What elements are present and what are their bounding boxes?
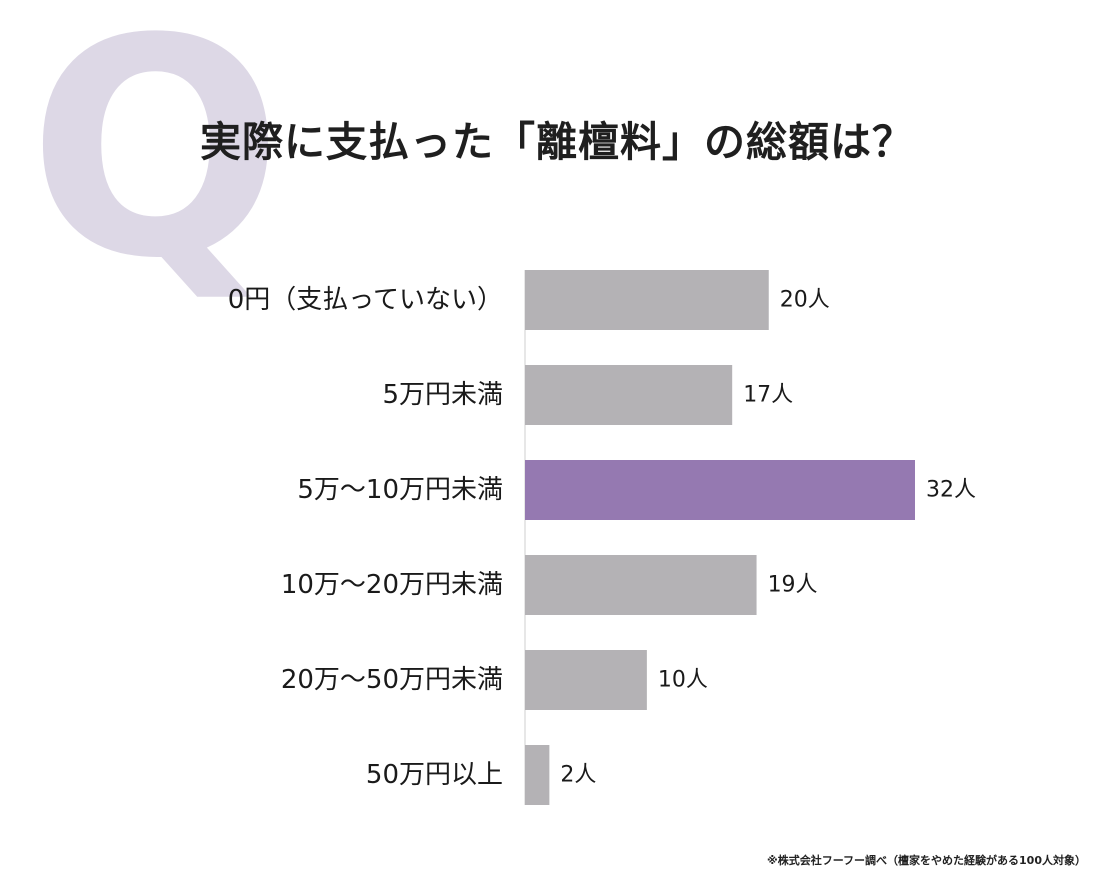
category-label-0: 0円（支払っていない） [228, 285, 503, 315]
chart-title: 実際に支払った「離檀料」の総額は？ [200, 118, 914, 166]
bar-2 [525, 460, 915, 520]
value-label-0: 20人 [780, 288, 830, 313]
bar-5 [525, 745, 550, 805]
value-label-5: 2人 [560, 763, 596, 788]
bar-0 [525, 270, 769, 330]
q-mark-decoration: Q [28, 0, 284, 324]
category-label-1: 5万円未満 [382, 380, 503, 410]
value-label-1: 17人 [743, 383, 793, 408]
category-label-4: 20万〜50万円未満 [281, 665, 503, 695]
value-label-4: 10人 [658, 668, 708, 693]
bar-3 [525, 555, 757, 615]
value-label-3: 19人 [768, 573, 818, 598]
bar-1 [525, 365, 733, 425]
category-label-2: 5万〜10万円未満 [297, 475, 503, 505]
category-label-5: 50万円以上 [366, 760, 503, 790]
value-label-2: 32人 [926, 478, 976, 503]
category-label-3: 10万〜20万円未満 [281, 570, 503, 600]
source-footnote: ※株式会社フーフー調べ（檀家をやめた経験がある100人対象） [767, 854, 1086, 867]
bar-4 [525, 650, 647, 710]
